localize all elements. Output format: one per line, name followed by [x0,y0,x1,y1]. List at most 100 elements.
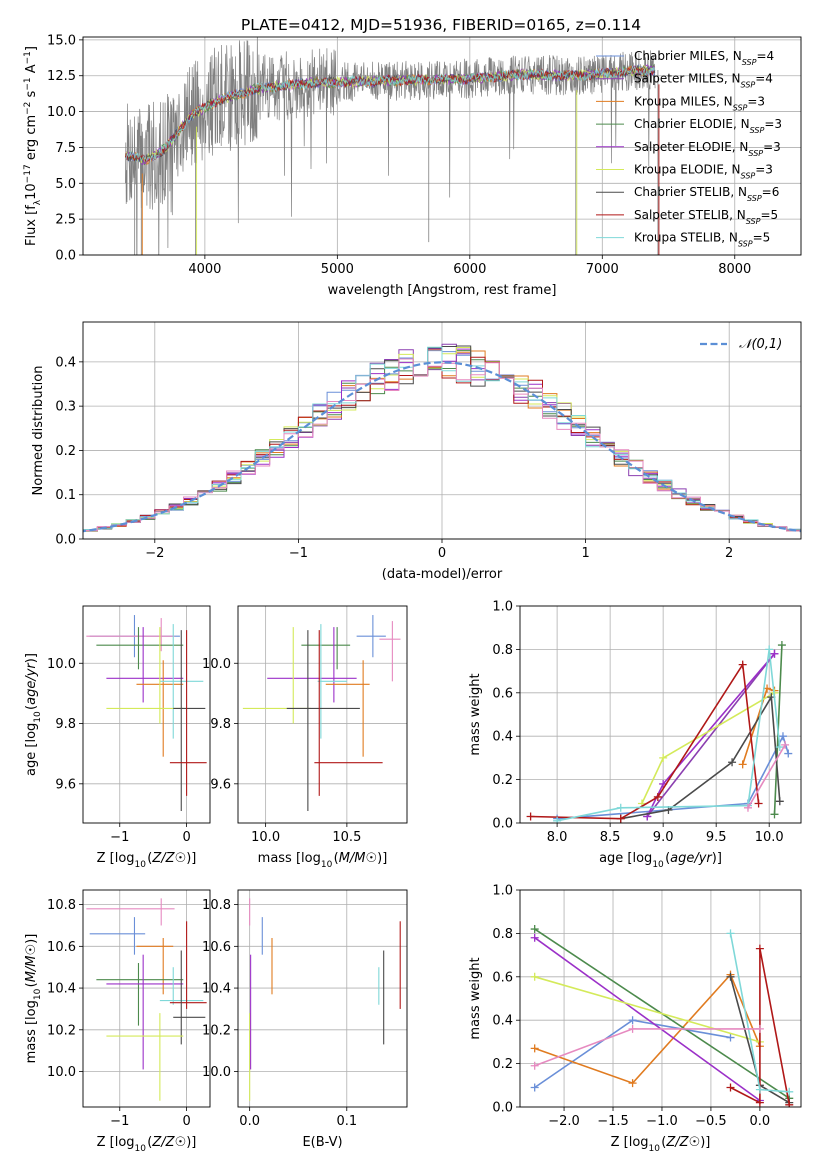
weight-marker [526,812,535,821]
y-axis-label: mass weight [468,673,483,755]
y-tick-label: 0.6 [492,686,513,701]
panel-mass_vs_Z: −1 0 10.0 10.2 10.4 10.6 10.8 Z [log10 (Z/Z☉)] m… [24,889,211,1154]
plot-area [242,615,401,811]
plot-area [530,925,794,1107]
weight-marker [775,743,784,752]
weight-marker [754,799,763,808]
x-tick-label: 4000 [188,262,221,277]
errorbar-pink [86,898,175,926]
weight-marker [728,758,737,767]
axes: 10.0 10.5 9.6 9.8 10.0 [202,605,408,845]
errorbar-kroupa-miles [325,660,370,757]
axes: −1 0 10.0 10.2 10.4 10.6 10.8 [47,889,211,1129]
weight-marker [726,972,735,981]
weight-marker [770,649,779,658]
x-tick-label: −1 [110,1114,129,1129]
x-axis-label: Z [log10 (Z/Z☉)] [97,1135,197,1154]
y-axis-label: mass weight [468,957,483,1039]
axes: 4000 5000 6000 7000 8000 0.0 2.5 5.0 7.5 10.0 12.5… [47,33,802,277]
weight-marker [653,792,662,801]
y-tick-label: 10.2 [47,1023,76,1038]
y-tick-label: 10.0 [202,1065,231,1080]
weight-marker [628,1024,637,1033]
x-axis-label: wavelength [Angstrom, rest frame] [328,283,557,298]
y-tick-label: 12.5 [47,69,76,84]
x-tick-label: −0.5 [695,1114,727,1129]
weight-marker [726,929,735,938]
y-tick-label: 0.4 [492,1014,513,1029]
legend-label: Salpeter ELODIE, NSSP=3 [634,140,781,158]
x-tick-label: 8.0 [547,830,568,845]
weight-marker [530,1083,539,1092]
x-axis-label: (data-model)/error [382,567,503,582]
legend-label: Kroupa MILES, NSSP=3 [634,94,765,112]
y-tick-label: 9.8 [210,717,231,732]
errorbar-chabrier-elodie [96,963,184,1026]
x-tick-label: −1 [110,830,129,845]
weight-line-salpeter-elodie [534,937,761,1102]
weight-marker [775,797,784,806]
weight-marker [530,925,539,934]
histogram-kroupa-stelib [83,346,801,534]
x-axis-label: Z [log10 (Z/Z☉)] [97,851,197,870]
axes-frame [237,605,408,824]
grid [83,890,210,1107]
axes-frame [82,605,211,824]
weight-marker [726,1083,735,1092]
y-axis-label: Flux [fλ10−17 erg cm−2 s−1 A−1] [23,46,43,246]
x-tick-label: 0.0 [239,1114,260,1129]
axes: −2 −1 0 1 2 0.0 0.1 0.2 0.3 0.4 [55,321,802,561]
weight-line-pink [747,744,786,809]
legend-label: 𝒩(0,1) [739,337,782,352]
weight-marker [628,1016,637,1025]
y-tick-label: 0.0 [492,1101,513,1116]
x-tick-label: 0.0 [750,1114,771,1129]
y-tick-label: 0.4 [55,355,76,370]
x-axis-label: mass [log10 (M/M☉)] [258,851,388,870]
x-tick-label: −2 [145,546,164,561]
panel-mass_weight_vs_Z: −2.0 −1.5 −1.0 −0.5 0.0 0.0 0.2 0.4 0.6 0.8 1.0 Z [… [468,884,802,1154]
weight-line-chabrier-stelib [620,694,781,820]
x-tick-label: 6000 [453,262,486,277]
y-tick-label: 10.0 [202,657,231,672]
y-tick-label: 9.6 [210,777,231,792]
weight-marker [530,1061,539,1070]
errorbar-chabrier-elodie [96,627,184,670]
y-tick-label: 1.0 [492,600,513,615]
axes: 0.0 0.1 10.0 10.2 10.4 10.6 10.8 [202,889,408,1129]
y-tick-label: 10.8 [202,898,231,913]
grid [238,606,407,823]
weight-marker [755,1024,764,1033]
x-tick-label: 8.5 [600,830,621,845]
legend: 𝒩(0,1) [700,337,782,352]
panel-residual_hist: −2 −1 0 1 2 0.0 0.1 0.2 0.3 0.4 (data-model)/error… [31,321,802,582]
weight-marker [628,1079,637,1088]
legend: Chabrier MILES, NSSP=4 Salpeter MILES, NS… [596,49,782,248]
x-tick-label: 10.5 [332,830,361,845]
weight-marker [738,660,747,669]
x-tick-label: 0 [182,1114,190,1129]
x-tick-label: 1 [581,546,589,561]
errorbar-chabrier-miles [89,917,146,955]
model-line-salpeter-stelib [125,65,655,163]
y-tick-label: 0.0 [55,249,76,264]
y-tick-label: 5.0 [55,177,76,192]
grid [83,606,210,823]
axes: −1 0 9.6 9.8 10.0 [47,605,211,845]
y-tick-label: 0.2 [55,444,76,459]
weight-marker [743,803,752,812]
y-tick-label: 0.6 [492,970,513,985]
y-axis-label: Normed distribution [31,366,46,496]
y-tick-label: 0.0 [55,533,76,548]
y-tick-label: 7.5 [55,141,76,156]
x-tick-label: 2 [725,546,733,561]
legend-label: Salpeter MILES, NSSP=4 [634,72,773,90]
weight-marker [530,1044,539,1053]
weight-marker [770,810,779,819]
y-tick-label: 9.8 [55,717,76,732]
panel-age_vs_mass: 10.0 10.5 9.6 9.8 10.0 mass [log10 (M/M☉)] [202,605,408,870]
errorbar-kroupa-elodie [106,627,184,724]
errorbar-salpeter-stelib [169,921,207,1009]
errorbar-salpeter-elodie [267,627,357,703]
y-tick-label: 0.2 [492,773,513,788]
